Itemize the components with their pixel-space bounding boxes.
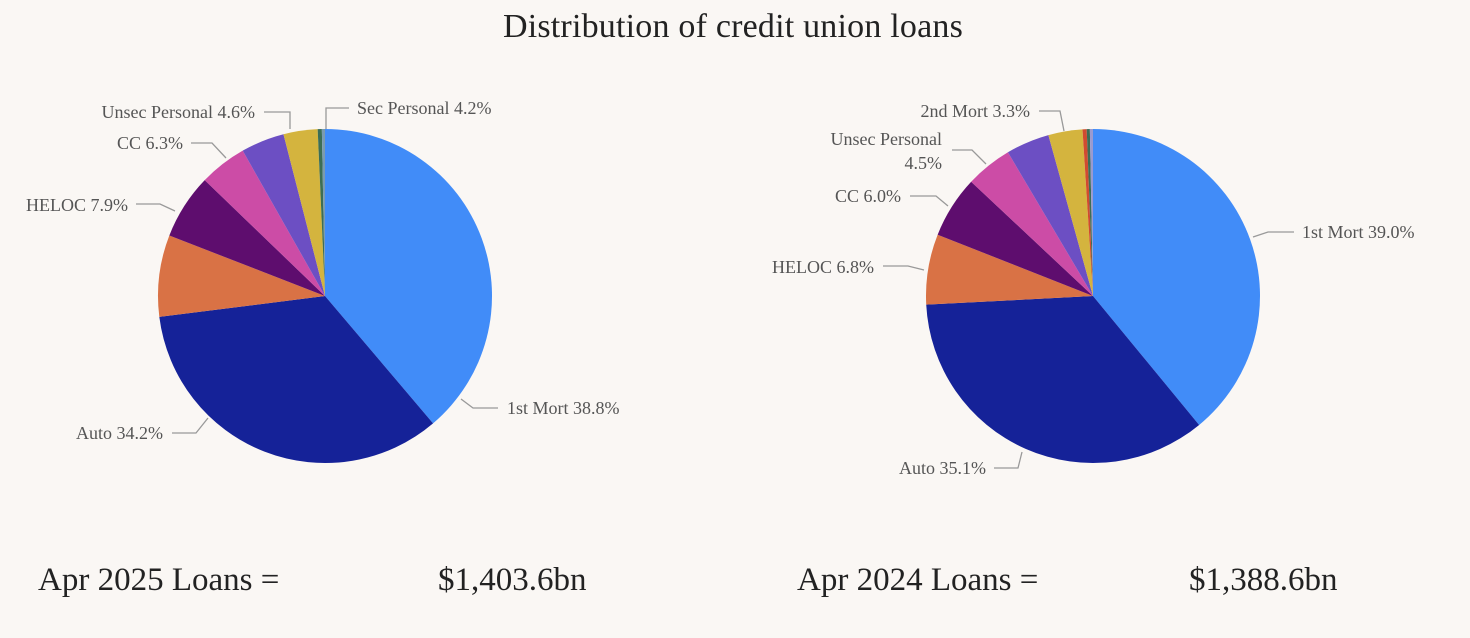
pie-slice-unsec-personal	[971, 152, 1093, 296]
chart-title: Distribution of credit union loans	[502, 8, 964, 45]
pie-slice-sec-personal	[1007, 135, 1093, 296]
slice-label-cc: CC 6.3%	[117, 133, 183, 153]
slice-label-unsec-personal: Unsec Personal 4.6%	[102, 102, 255, 122]
pie-slice-other-2	[1086, 129, 1093, 296]
slice-label-unsec-personal: Unsec Personal 4.5%	[831, 129, 942, 173]
slice-label-2nd-mort: 2nd Mort 3.3%	[921, 101, 1031, 121]
pie-chart-2024: 1st Mort 39.0% Auto 35.1% HELOC 6.8% CC 6.0…	[772, 101, 1415, 478]
leader-line-auto	[172, 417, 209, 434]
leader-line-heloc	[883, 265, 925, 271]
leader-line-1st-mort	[460, 398, 498, 409]
slice-label-auto: Auto 34.2%	[76, 423, 163, 443]
pie-slice-heloc	[158, 235, 325, 317]
total-label-2025: Apr 2025 Loans =	[38, 562, 280, 598]
pie-chart-2025: 1st Mort 38.8% Auto 34.2% HELOC 7.9% CC 6.3…	[26, 98, 620, 464]
total-label-2024: Apr 2024 Loans =	[797, 562, 1039, 598]
pie-slice-2nd-mort	[283, 129, 325, 296]
pie-slice-other	[317, 129, 325, 296]
pie-slice-other-2	[321, 129, 325, 296]
slice-label-1st-mort: 1st Mort 39.0%	[1302, 222, 1415, 242]
leader-line-sec-personal	[325, 107, 349, 129]
pie-slice-1st-mort	[1093, 129, 1261, 425]
pie-slice-auto	[926, 296, 1200, 464]
pie-slice-auto	[159, 296, 434, 464]
slice-label-heloc: HELOC 7.9%	[26, 195, 128, 215]
slice-label-sec-personal: Sec Personal 4.2%	[357, 98, 491, 118]
leader-line-auto	[994, 451, 1023, 469]
slice-label-heloc: HELOC 6.8%	[772, 257, 874, 277]
leader-line-unsec-personal	[264, 111, 291, 129]
pie-slice-cc	[169, 180, 325, 296]
pie-slice-cc	[937, 181, 1093, 296]
leader-line-heloc	[136, 203, 176, 212]
slice-label-auto: Auto 35.1%	[899, 458, 986, 478]
leader-line-cc	[910, 195, 949, 207]
leader-line-2nd-mort	[1039, 110, 1065, 132]
slice-label-1st-mort: 1st Mort 38.8%	[507, 398, 620, 418]
pie-slice-sec-personal	[242, 134, 325, 296]
total-value-2024: $1,388.6bn	[1189, 562, 1338, 598]
pie-slice-other	[1082, 129, 1093, 296]
pie-slice-2nd-mort	[1048, 129, 1093, 296]
total-value-2025: $1,403.6bn	[438, 562, 587, 598]
pie-slice-heloc	[925, 234, 1093, 305]
pie-slice-unsec-personal	[204, 150, 325, 296]
leader-line-cc	[191, 142, 227, 159]
pie-slice-1st-mort	[325, 129, 493, 424]
leader-line-1st-mort	[1252, 231, 1294, 238]
pie-slice-other-3	[1089, 129, 1093, 296]
slice-label-cc: CC 6.0%	[835, 186, 901, 206]
leader-line-unsec-personal	[952, 149, 987, 165]
